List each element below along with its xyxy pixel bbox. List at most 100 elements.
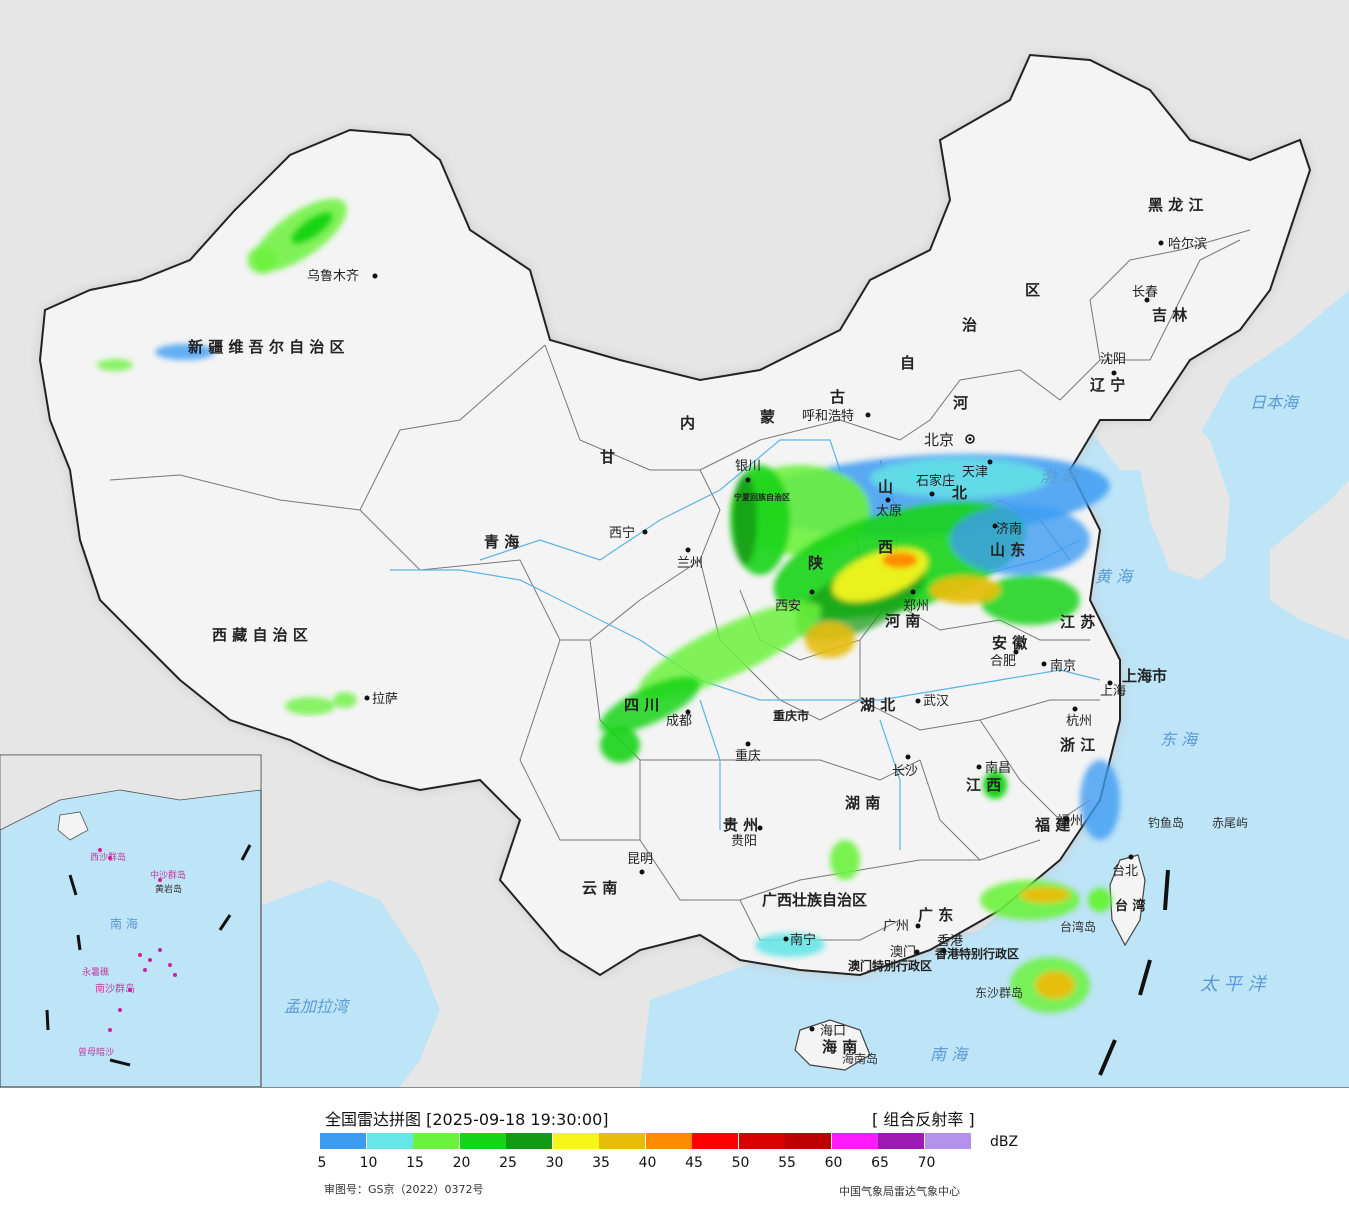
sea-labels: 日本海 渤 海 黄 海 东 海 太 平 洋 南 海 孟加拉湾	[284, 393, 1300, 1064]
region-nm-qu: 区	[1025, 281, 1040, 299]
legend-tick: 40	[638, 1155, 657, 1171]
taiwan-island	[1109, 854, 1146, 947]
inset-zhongsha-label: 中沙群岛	[150, 869, 186, 881]
city-changchun: 长春	[1132, 285, 1158, 300]
legend-tick: 70	[917, 1155, 936, 1171]
region-taiwan: 台 湾	[1115, 898, 1146, 914]
city-nanning: 南宁	[790, 932, 816, 948]
city-hohhot: 呼和浩特	[802, 409, 854, 424]
region-nm-zhi: 治	[962, 316, 977, 334]
legend-panel: 全国雷达拼图 [2025-09-18 19:30:00] [ 组合反射率 ] 5…	[0, 1087, 1349, 1209]
region-nm-meng: 蒙	[760, 408, 775, 426]
legend-swatch	[413, 1133, 459, 1149]
echo-xinjiang	[97, 198, 347, 371]
city-taipei: 台北	[1112, 864, 1138, 879]
japan-land	[1270, 480, 1349, 640]
city-tianjin: 天津	[962, 465, 988, 480]
city-shanghai: 上海	[1100, 684, 1126, 699]
region-macau: 澳门特别行政区	[848, 958, 932, 973]
city-nanchang: 南昌	[985, 760, 1011, 776]
sea-japan: 日本海	[1250, 393, 1300, 412]
city-hongkong: 香港	[937, 934, 963, 949]
echo-tibet	[285, 692, 357, 715]
legend-tick: 5	[317, 1155, 327, 1171]
city-yinchuan: 银川	[735, 459, 761, 474]
region-gansu: 甘	[600, 448, 615, 466]
approval-number: 审图号：GS京（2022）0372号	[324, 1183, 484, 1196]
legend-tick: 15	[406, 1155, 424, 1171]
city-kunming: 昆明	[627, 852, 653, 867]
legend-swatch	[645, 1133, 692, 1149]
city-xining: 西宁	[609, 525, 635, 541]
city-chongqing: 重庆	[735, 748, 761, 764]
inset-nansha-label: 南沙群岛	[95, 982, 135, 995]
city-nanjing: 南京	[1050, 658, 1076, 674]
region-nm-gu: 古	[830, 388, 845, 406]
legend-swatch	[878, 1133, 924, 1149]
inset-huangyan-label: 黄岩岛	[155, 883, 182, 895]
inset-south-sea-label: 南 海	[110, 916, 138, 931]
city-labels: 乌鲁木齐 拉萨 西宁 兰州 银川 呼和浩特 北京 天津 石家庄 太原 济南 西安…	[307, 236, 1207, 1039]
inset-yongshu-label: 永暑礁	[82, 966, 109, 978]
region-shanxi-xi: 西	[878, 538, 893, 556]
city-changsha: 长沙	[892, 764, 918, 779]
sea-bengal: 孟加拉湾	[284, 997, 351, 1016]
boundary-dashes	[1098, 869, 1170, 1076]
city-wuhan: 武汉	[923, 694, 949, 709]
region-nm-nei: 内	[680, 414, 695, 432]
region-hebei-he: 河	[953, 394, 968, 412]
city-shijiazhuang: 石家庄	[916, 473, 955, 489]
region-hebei-bei: 北	[952, 484, 967, 502]
region-ningxia: 宁夏回族自治区	[734, 492, 790, 502]
city-jinan: 济南	[996, 521, 1022, 537]
region-yunnan: 云 南	[582, 879, 617, 897]
island-labels: 钓鱼岛 赤尾屿 台湾岛 海南岛 东沙群岛	[842, 815, 1248, 1066]
island-hainan: 海南岛	[842, 1051, 878, 1066]
region-liaoning: 辽 宁	[1090, 376, 1125, 394]
city-lhasa: 拉萨	[372, 692, 398, 707]
city-taiyuan: 太原	[876, 504, 902, 519]
legend-swatch	[692, 1133, 738, 1149]
city-chengdu: 成都	[666, 714, 692, 729]
region-sichuan: 四 川	[624, 696, 659, 714]
island-taiwan: 台湾岛	[1060, 919, 1096, 934]
city-macau: 澳门	[890, 944, 916, 960]
south-china-sea-inset: 南 海 中沙群岛 西沙群岛 黄岩岛 南沙群岛 永暑礁 曾母暗沙	[0, 754, 262, 1087]
legend-tick: 50	[731, 1155, 750, 1171]
legend-tick: 10	[359, 1155, 378, 1171]
sea-bohai: 渤 海	[1040, 467, 1079, 486]
region-jiangxi: 江 西	[966, 776, 1001, 794]
region-guangxi: 广西壮族自治区	[762, 891, 867, 909]
legend-swatch	[785, 1133, 831, 1149]
region-guangdong: 广 东	[918, 906, 953, 924]
legend-tick: 25	[499, 1155, 517, 1171]
credit-text: 中国气象局雷达气象中心	[839, 1185, 960, 1198]
region-labels: 新 疆 维 吾 尔 自 治 区 西 藏 自 治 区 青 海 甘 内 蒙 古 自 …	[188, 196, 1203, 1056]
city-zhengzhou: 郑州	[903, 599, 929, 614]
korea-land	[1140, 410, 1230, 580]
legend-tick: 55	[778, 1155, 796, 1171]
inset-zengmu-label: 曾母暗沙	[78, 1046, 114, 1058]
legend-tick: 65	[871, 1155, 889, 1171]
legend-tick: 30	[545, 1155, 564, 1171]
region-shanxi-shan: 山	[878, 478, 893, 496]
city-hangzhou: 杭州	[1066, 714, 1092, 729]
region-jiangsu: 江 苏	[1060, 613, 1095, 631]
legend-product: [ 组合反射率 ]	[872, 1110, 975, 1129]
island-diaoyu: 钓鱼岛	[1148, 815, 1184, 830]
city-guiyang: 贵阳	[731, 834, 757, 849]
legend-tick: 20	[452, 1155, 471, 1171]
hainan-island	[794, 1019, 871, 1071]
city-shenyang: 沈阳	[1100, 352, 1126, 367]
legend-swatch	[459, 1133, 506, 1149]
legend-tick: 45	[685, 1155, 703, 1171]
region-shandong: 山 东	[990, 541, 1025, 559]
city-beijing: 北京	[924, 431, 954, 449]
region-fujian: 福 建	[1034, 816, 1071, 834]
region-anhui: 安 徽	[992, 634, 1028, 652]
city-lanzhou: 兰州	[677, 556, 703, 571]
region-shanghai: 上海市	[1122, 667, 1167, 685]
region-hunan: 湖 南	[845, 794, 880, 812]
region-shaanxi: 陕	[808, 554, 823, 572]
